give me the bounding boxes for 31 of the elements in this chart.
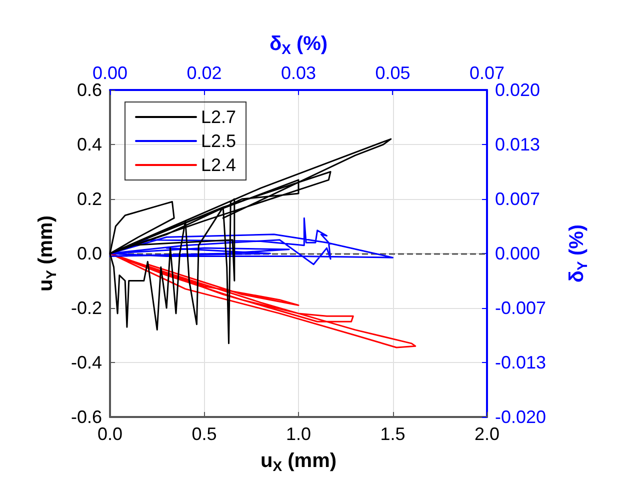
x2-tick-label: 0.02 xyxy=(186,63,222,83)
legend-label: L2.4 xyxy=(201,155,236,175)
y-tick-label: 0.6 xyxy=(76,80,102,100)
y2-tick-label: 0.007 xyxy=(495,188,540,209)
y2-axis-title: δY (%) xyxy=(566,224,590,283)
x-tick-label: 0.5 xyxy=(192,424,217,444)
y2-tick-label: 0.013 xyxy=(495,134,540,155)
legend-label: L2.5 xyxy=(201,131,236,151)
y2-tick-label: -0.020 xyxy=(495,407,546,427)
y-tick-label: -0.6 xyxy=(70,407,102,427)
line-series xyxy=(109,217,394,266)
x2-tick-label: 0.07 xyxy=(469,63,505,83)
y-tick-label: 0.0 xyxy=(76,244,102,264)
x2-tick-label: 0.05 xyxy=(375,63,410,83)
legend-label: L2.7 xyxy=(201,107,236,127)
y2-tick-label: -0.007 xyxy=(495,298,546,318)
y-axis-title: uY (mm) xyxy=(35,215,59,292)
y-tick-label: -0.2 xyxy=(70,298,102,318)
line-series xyxy=(109,252,416,348)
x-tick-label: 0.0 xyxy=(97,424,123,444)
x-tick-label: 1.0 xyxy=(286,424,312,444)
y-tick-label: -0.4 xyxy=(70,352,102,372)
y2-tick-label: 0.000 xyxy=(495,244,540,264)
x-tick-label: 1.5 xyxy=(380,424,406,444)
y-tick-label: 0.4 xyxy=(76,134,102,154)
y-tick-label: 0.2 xyxy=(76,189,102,209)
x2-tick-label: 0.03 xyxy=(280,63,316,83)
x2-tick-label: 0.00 xyxy=(92,63,128,83)
x-tick-label: 2.0 xyxy=(474,424,500,444)
y2-tick-label: 0.020 xyxy=(495,80,540,100)
y2-tick-label: -0.013 xyxy=(495,352,546,372)
